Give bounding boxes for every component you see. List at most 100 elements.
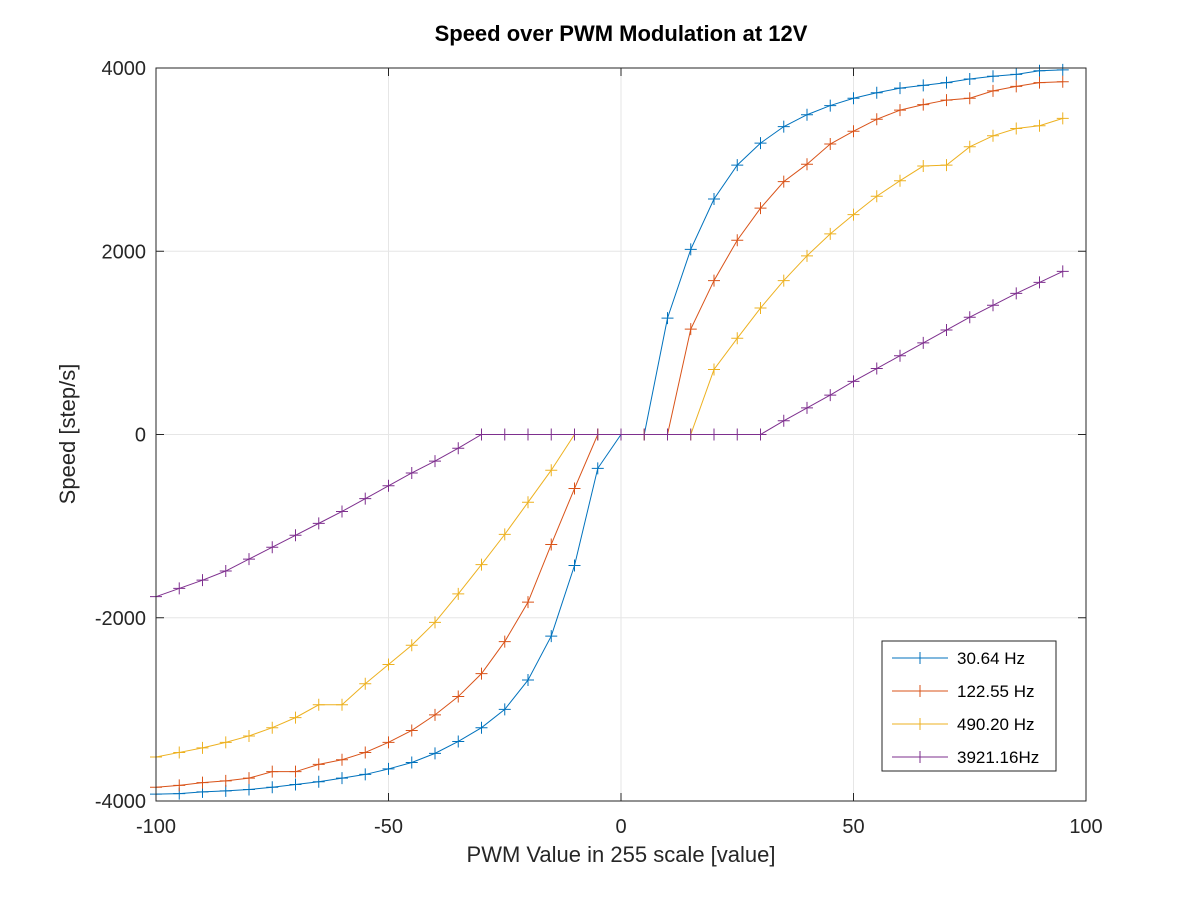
data-point bbox=[754, 302, 767, 315]
x-tick-label: 0 bbox=[615, 816, 626, 838]
data-point bbox=[870, 113, 883, 126]
data-point bbox=[801, 108, 813, 121]
data-point bbox=[312, 758, 325, 771]
y-tick-label: -2000 bbox=[95, 608, 146, 630]
data-point bbox=[591, 428, 604, 441]
data-point bbox=[1010, 68, 1023, 81]
data-point bbox=[731, 332, 744, 345]
data-point bbox=[196, 776, 209, 789]
data-point bbox=[870, 86, 883, 99]
data-point bbox=[1033, 276, 1046, 289]
data-point bbox=[661, 312, 674, 325]
legend-label: 490.20 Hz bbox=[957, 715, 1035, 734]
data-point bbox=[684, 323, 697, 336]
legend-entry: 122.55 Hz bbox=[892, 682, 1035, 701]
data-point bbox=[475, 428, 488, 441]
data-point bbox=[452, 735, 465, 748]
data-point bbox=[522, 496, 534, 509]
data-point bbox=[545, 428, 558, 441]
data-point bbox=[289, 765, 302, 778]
data-point bbox=[568, 559, 581, 572]
data-point bbox=[894, 349, 906, 362]
data-point bbox=[963, 72, 976, 85]
data-point bbox=[870, 190, 883, 203]
data-point bbox=[777, 274, 790, 287]
data-point bbox=[777, 414, 790, 427]
data-point bbox=[312, 698, 325, 711]
data-point bbox=[289, 711, 302, 724]
legend-label: 3921.16Hz bbox=[957, 748, 1039, 767]
data-point bbox=[987, 70, 999, 83]
data-point bbox=[336, 698, 348, 711]
data-point bbox=[894, 104, 906, 117]
data-point bbox=[894, 174, 906, 187]
data-point bbox=[615, 428, 627, 441]
legend-entry: 30.64 Hz bbox=[892, 649, 1025, 668]
legend-box bbox=[881, 640, 1057, 772]
data-point bbox=[754, 428, 767, 441]
data-point bbox=[405, 756, 418, 769]
data-point bbox=[429, 708, 441, 721]
data-point bbox=[963, 311, 976, 324]
data-point bbox=[963, 92, 976, 105]
legend-swatch-marker bbox=[914, 751, 926, 763]
data-point bbox=[1056, 112, 1069, 125]
legend: 30.64 Hz 122.55 Hz 490.20 Hz 3921.16Hz bbox=[881, 640, 1057, 772]
data-point bbox=[359, 677, 372, 690]
data-point bbox=[522, 428, 534, 441]
data-point bbox=[498, 528, 511, 541]
series-line bbox=[155, 69, 1063, 795]
data-point bbox=[336, 505, 348, 518]
data-point bbox=[591, 462, 604, 475]
data-point bbox=[801, 401, 813, 414]
data-point bbox=[196, 574, 209, 587]
legend-entry: 3921.16Hz bbox=[892, 748, 1039, 767]
x-tick-label: 100 bbox=[1069, 816, 1102, 838]
legend-label: 122.55 Hz bbox=[957, 682, 1035, 701]
data-point bbox=[243, 772, 255, 785]
data-point bbox=[987, 129, 999, 142]
data-point bbox=[336, 772, 348, 785]
data-point bbox=[661, 428, 674, 441]
data-point bbox=[1056, 265, 1069, 278]
data-point bbox=[382, 736, 395, 749]
data-point bbox=[708, 193, 720, 206]
data-point bbox=[336, 753, 348, 766]
data-point bbox=[777, 120, 790, 133]
legend-label: 30.64 Hz bbox=[957, 649, 1025, 668]
data-point bbox=[475, 558, 488, 571]
data-point bbox=[894, 82, 906, 95]
data-point bbox=[429, 616, 441, 629]
data-point bbox=[870, 362, 883, 375]
data-point bbox=[173, 746, 186, 759]
data-point bbox=[173, 582, 186, 595]
data-point bbox=[801, 249, 813, 262]
data-point bbox=[917, 79, 930, 92]
data-point bbox=[196, 741, 209, 754]
data-point bbox=[243, 729, 255, 742]
data-point bbox=[963, 140, 976, 153]
x-tick-label: 50 bbox=[842, 816, 864, 838]
series-0 bbox=[150, 63, 1069, 801]
data-point bbox=[638, 428, 651, 441]
data-point bbox=[429, 455, 441, 468]
data-point bbox=[708, 363, 720, 376]
data-point bbox=[568, 482, 581, 495]
data-point bbox=[452, 442, 465, 455]
y-tick-label: 4000 bbox=[102, 58, 147, 80]
data-point bbox=[498, 635, 511, 648]
data-point bbox=[824, 138, 837, 151]
data-point bbox=[754, 137, 767, 150]
data-point bbox=[289, 778, 302, 791]
data-point bbox=[312, 517, 325, 530]
data-point bbox=[847, 92, 860, 105]
series-layer bbox=[150, 63, 1069, 801]
data-point bbox=[684, 428, 697, 441]
data-point bbox=[452, 587, 465, 600]
data-point bbox=[312, 775, 325, 788]
data-point bbox=[382, 762, 395, 775]
data-point bbox=[429, 747, 441, 760]
data-point bbox=[1056, 63, 1069, 76]
data-point bbox=[243, 553, 255, 566]
chart-title: Speed over PWM Modulation at 12V bbox=[435, 21, 808, 46]
